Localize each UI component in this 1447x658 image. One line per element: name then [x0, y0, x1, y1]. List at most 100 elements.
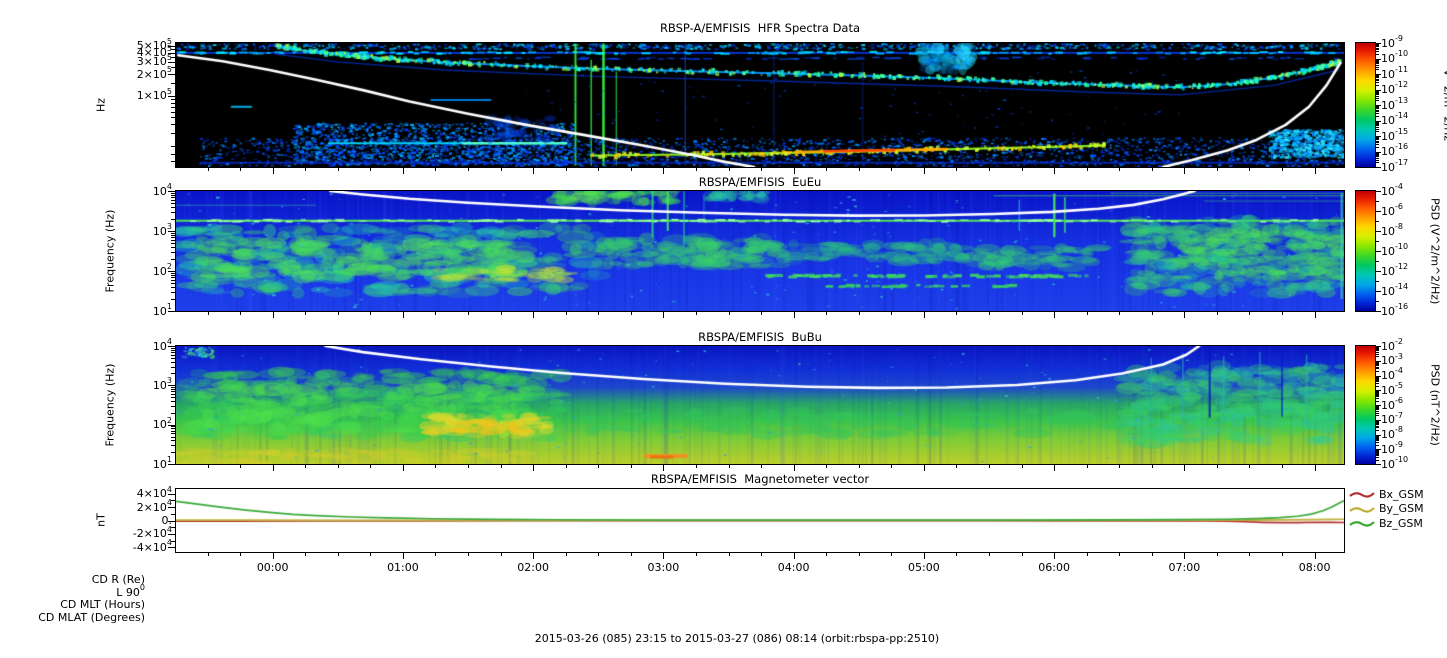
x-minor-tick [956, 553, 958, 556]
x-major-tick [272, 312, 274, 318]
colorbar-minor-tick [1376, 346, 1379, 348]
colorbar-minor-tick [1376, 400, 1379, 402]
x-major-tick [663, 168, 665, 174]
colorbar-minor-tick [1376, 108, 1379, 110]
colorbar-tick-label: 10-16 [1381, 301, 1409, 318]
colorbar-major-tick [1376, 464, 1381, 465]
colorbar-minor-tick [1376, 77, 1379, 79]
orbit-parameter-labels: CD R (Re) L 900 CD MLT (Hours) CD MLAT (Deg… [20, 573, 145, 624]
x-major-tick [1184, 312, 1186, 318]
colorbar-minor-tick [1376, 201, 1379, 202]
y-tick-label: 101 [152, 454, 172, 471]
colorbar-major-tick [1376, 136, 1381, 137]
hfr-spectrogram-canvas [176, 43, 1344, 167]
colorbar-major-tick [1376, 74, 1381, 75]
x-minor-tick [337, 553, 339, 556]
y-minor-tick [171, 433, 175, 435]
x-minor-tick [370, 553, 372, 556]
x-minor-tick [1282, 168, 1284, 171]
x-major-tick [1314, 553, 1316, 559]
x-minor-tick [598, 465, 600, 468]
hour-label: 05:00 [908, 561, 940, 574]
colorbar-major-tick [1376, 311, 1381, 312]
legend-label: By_GSM [1379, 502, 1424, 516]
colorbar-minor-tick [1376, 131, 1379, 133]
x-minor-tick [305, 312, 307, 315]
x-minor-tick [761, 312, 763, 315]
colorbar-minor-tick [1376, 444, 1379, 446]
buBu-colorbar [1355, 345, 1376, 465]
x-minor-tick [1216, 553, 1218, 556]
x-minor-tick [435, 168, 437, 171]
y-minor-tick [171, 366, 175, 368]
colorbar-minor-tick [1376, 60, 1379, 62]
x-minor-tick [858, 553, 860, 556]
y-minor-tick [171, 412, 175, 414]
y-minor-tick [171, 445, 175, 447]
colorbar-major-tick [1376, 434, 1381, 436]
x-major-tick [402, 465, 404, 471]
colorbar-minor-tick [1376, 162, 1379, 164]
colorbar-minor-tick [1376, 63, 1379, 65]
colorbar-major-tick [1376, 405, 1381, 406]
x-minor-tick [630, 465, 632, 468]
colorbar-minor-tick [1376, 153, 1379, 155]
x-minor-tick [207, 168, 209, 171]
colorbar-minor-tick [1376, 421, 1379, 423]
hfr-colorbar-canvas [1356, 43, 1375, 167]
y-minor-tick [171, 397, 175, 399]
x-minor-tick [500, 465, 502, 468]
y-minor-tick [171, 145, 175, 147]
colorbar-minor-tick [1376, 91, 1379, 93]
x-minor-tick [858, 465, 860, 468]
x-minor-tick [1282, 465, 1284, 468]
colorbar-minor-tick [1376, 425, 1379, 427]
colorbar-minor-tick [1376, 90, 1379, 92]
x-minor-tick [207, 553, 209, 556]
colorbar-minor-tick [1376, 440, 1379, 442]
colorbar-minor-tick [1376, 122, 1379, 124]
colorbar-minor-tick [1376, 125, 1379, 127]
x-major-tick [923, 168, 925, 174]
euEu-spectra-plot [175, 190, 1345, 312]
y-minor-tick [171, 400, 175, 402]
colorbar-tick-label: 10-12 [1381, 80, 1409, 96]
y-minor-tick [171, 349, 175, 351]
colorbar-minor-tick [1376, 430, 1379, 432]
colorbar-minor-tick [1376, 438, 1379, 440]
buBu-colorbar-canvas [1356, 346, 1375, 464]
hour-label: 06:00 [1038, 561, 1070, 574]
colorbar-tick-label: 10-9 [1381, 33, 1403, 50]
colorbar-minor-tick [1376, 53, 1379, 55]
x-minor-tick [598, 312, 600, 315]
colorbar-minor-tick [1376, 46, 1379, 48]
x-minor-tick [728, 312, 730, 315]
magnetometer-canvas [176, 489, 1344, 552]
y-tick-label: 103 [152, 376, 172, 392]
y-minor-tick [171, 237, 175, 239]
legend-label: Bx_GSM [1379, 487, 1424, 501]
y-minor-tick [171, 540, 175, 542]
colorbar-minor-tick [1376, 47, 1379, 49]
y-minor-tick [171, 274, 175, 276]
colorbar-minor-tick [1376, 159, 1379, 161]
y-tick-label: 1×105 [136, 86, 172, 103]
colorbar-minor-tick [1376, 442, 1379, 444]
x-major-tick [533, 168, 535, 174]
colorbar-minor-tick [1376, 146, 1379, 148]
colorbar-tick-label: 10-8 [1381, 425, 1403, 441]
x-minor-tick [598, 168, 600, 171]
y-minor-tick [171, 197, 175, 199]
y-major-tick [168, 520, 175, 522]
x-minor-tick [956, 312, 958, 315]
colorbar-minor-tick [1376, 349, 1379, 351]
x-major-tick [272, 553, 274, 559]
colorbar-minor-tick [1376, 123, 1379, 125]
x-minor-tick [695, 168, 697, 171]
x-minor-tick [337, 168, 339, 171]
colorbar-tick-label: 10-7 [1381, 410, 1403, 427]
y-minor-tick [171, 234, 175, 236]
y-minor-tick [171, 133, 175, 134]
colorbar-minor-tick [1376, 111, 1379, 113]
